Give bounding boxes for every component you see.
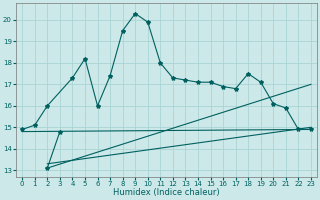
X-axis label: Humidex (Indice chaleur): Humidex (Indice chaleur): [113, 188, 220, 197]
